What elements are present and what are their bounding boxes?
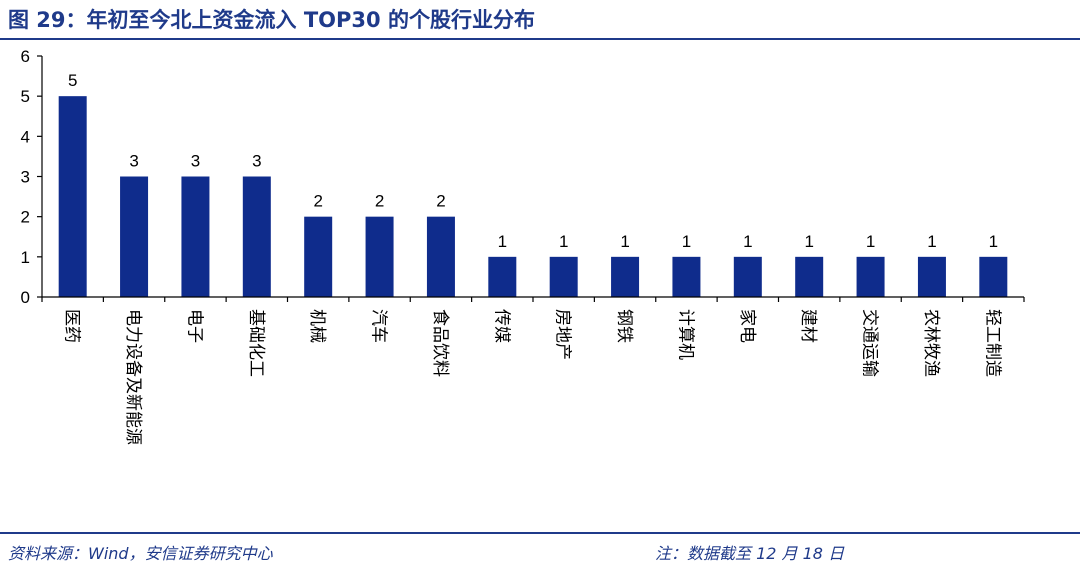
data-label: 1: [743, 232, 752, 251]
x-tick-label: 轻工制造: [982, 309, 1002, 377]
title-divider: [0, 38, 1080, 40]
bar: [242, 176, 271, 297]
y-axis: 0 1 2 3 4 5 6: [21, 47, 43, 307]
x-tick-label: 计算机: [675, 309, 695, 360]
x-tick-label: 汽车: [369, 309, 389, 343]
data-label: 5: [68, 71, 77, 90]
x-tick-label: 房地产: [553, 309, 573, 360]
x-tick-label: 医药: [62, 309, 82, 343]
bars: [58, 96, 1008, 298]
data-label: 3: [129, 152, 138, 171]
bar: [917, 256, 946, 297]
y-tick-label: 3: [21, 168, 30, 187]
x-tick-label: 交通运输: [860, 309, 880, 377]
bar: [856, 256, 885, 297]
data-date-note: 注：数据截至 12 月 18 日: [655, 544, 845, 563]
data-label: 2: [436, 192, 445, 211]
x-tick-label: 机械: [307, 309, 327, 343]
data-label: 1: [559, 232, 568, 251]
bar: [58, 96, 87, 298]
data-label: 1: [682, 232, 691, 251]
bar: [795, 256, 824, 297]
bar: [365, 216, 394, 297]
bar: [611, 256, 640, 297]
footer-divider: [0, 532, 1080, 534]
data-label: 3: [191, 152, 200, 171]
x-tick-label: 电子: [184, 309, 204, 343]
data-label: 1: [498, 232, 507, 251]
bar: [304, 216, 333, 297]
bar: [672, 256, 701, 297]
bar: [549, 256, 578, 297]
y-tick-label: 1: [21, 248, 30, 267]
bar: [181, 176, 210, 297]
x-tick-label: 传媒: [491, 309, 511, 343]
bar: [733, 256, 762, 297]
y-tick-label: 6: [21, 47, 30, 66]
x-axis: 医药 电力设备及新能源 电子 基础化工 机械 汽车 食品饮料 传媒 房地产 钢铁 计算机 家电 建材 交通…: [41, 296, 1025, 445]
bar: [120, 176, 149, 297]
y-tick-label: 0: [21, 288, 30, 307]
figure-title: 图 29：年初至今北上资金流入 TOP30 的个股行业分布: [8, 8, 535, 32]
y-tick-label: 5: [21, 87, 30, 106]
data-label: 1: [989, 232, 998, 251]
x-tick-label: 建材: [798, 309, 818, 343]
x-tick-label: 钢铁: [614, 309, 634, 343]
x-tick-label: 农林牧渔: [921, 309, 941, 377]
x-tick-label: 基础化工: [246, 309, 266, 377]
bar: [979, 256, 1008, 297]
bar: [488, 256, 517, 297]
x-tick-label: 食品饮料: [430, 309, 450, 377]
data-label: 1: [866, 232, 875, 251]
bar: [426, 216, 455, 297]
data-label: 3: [252, 152, 261, 171]
data-label: 1: [620, 232, 629, 251]
value-labels: 5 3 3 3 2 2 2 1 1 1 1 1 1 1 1 1: [68, 71, 998, 251]
data-label: 1: [804, 232, 813, 251]
x-tick-label: 电力设备及新能源: [123, 309, 143, 445]
y-tick-label: 2: [21, 208, 30, 227]
data-label: 2: [313, 192, 322, 211]
data-label: 2: [375, 192, 384, 211]
x-tick-label: 家电: [737, 309, 757, 343]
source-note: 资料来源：Wind，安信证券研究中心: [8, 544, 273, 563]
y-tick-label: 4: [21, 127, 30, 146]
data-label: 1: [927, 232, 936, 251]
